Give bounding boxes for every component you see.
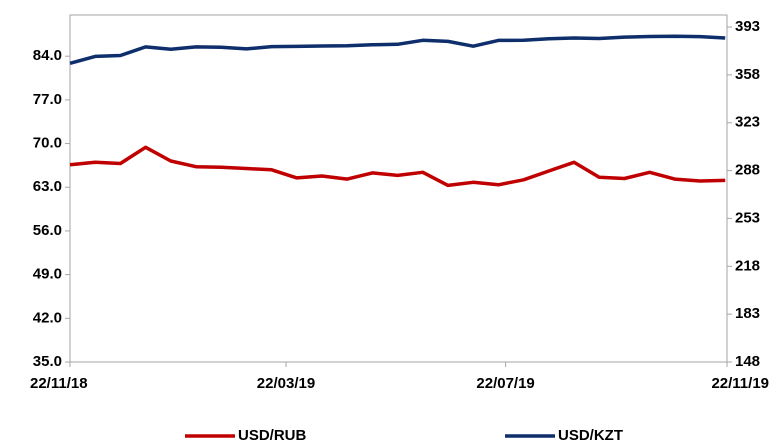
x-tick-label: 22/07/19 <box>476 375 534 392</box>
y-tick-label: 77.0 <box>33 91 62 108</box>
y-tick-label: 42.0 <box>33 309 62 326</box>
y-tick-label: 84.0 <box>33 47 62 64</box>
y2-tick-label: 393 <box>735 18 760 35</box>
y2-tick-label: 218 <box>735 257 760 274</box>
x-tick-label: 22/11/18 <box>30 375 88 392</box>
y-tick-label: 35.0 <box>33 353 62 370</box>
legend-label: USD/KZT <box>558 427 623 444</box>
x-tick-label: 22/03/19 <box>257 375 315 392</box>
y2-tick-label: 288 <box>735 162 760 179</box>
y2-tick-label: 148 <box>735 353 760 370</box>
series-line <box>69 34 726 65</box>
y2-tick-label: 358 <box>735 66 760 83</box>
y-tick-label: 63.0 <box>33 178 62 195</box>
x-tick-label: 22/11/19 <box>711 375 769 392</box>
y-tick-label: 56.0 <box>33 222 62 239</box>
y-tick-label: 70.0 <box>33 135 62 152</box>
y2-tick-label: 323 <box>735 114 760 131</box>
y-tick-label: 49.0 <box>33 266 62 283</box>
legend-label: USD/RUB <box>238 427 307 444</box>
y2-tick-label: 253 <box>735 209 760 226</box>
series-line <box>69 145 726 188</box>
plot-area <box>69 14 728 363</box>
y2-tick-label: 183 <box>735 305 760 322</box>
